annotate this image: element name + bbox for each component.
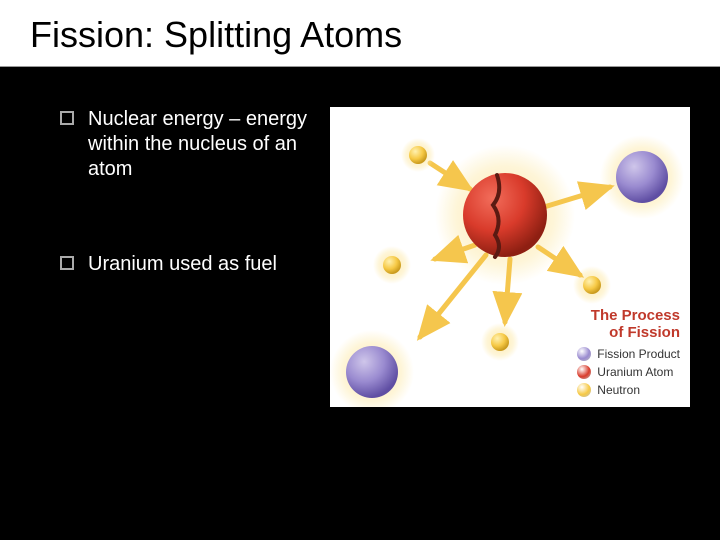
legend-title-line: of Fission [609,324,680,341]
bullet-text: Uranium used as fuel [88,252,277,277]
legend-dot-icon [577,383,591,397]
bullet-text: Nuclear energy – energy within the nucle… [88,107,320,182]
list-item: Uranium used as fuel [60,252,320,277]
legend-row: Uranium Atom [577,365,680,379]
legend-dot-icon [577,347,591,361]
legend-title: The Process of Fission [577,308,680,341]
content-area: Nuclear energy – energy within the nucle… [0,67,720,427]
slide-title: Fission: Splitting Atoms [30,14,690,56]
legend: The Process of Fission Fission Product Ur… [577,308,680,397]
title-bar: Fission: Splitting Atoms [0,0,720,67]
legend-dot-icon [577,365,591,379]
legend-row: Neutron [577,383,680,397]
fission-diagram: The Process of Fission Fission Product Ur… [330,107,690,407]
list-item: Nuclear energy – energy within the nucle… [60,107,320,182]
legend-label: Fission Product [597,347,680,361]
legend-label: Neutron [597,383,640,397]
bullet-square-icon [60,111,74,125]
bullet-square-icon [60,256,74,270]
legend-title-line: The Process [591,307,680,324]
bullet-list: Nuclear energy – energy within the nucle… [60,107,320,407]
legend-label: Uranium Atom [597,365,673,379]
legend-row: Fission Product [577,347,680,361]
